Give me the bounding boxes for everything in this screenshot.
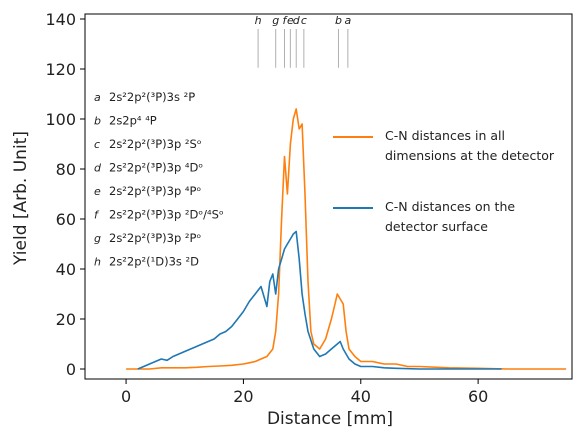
x-axis: 0 20 40 60 [121, 379, 488, 406]
marker-label-c: c [301, 14, 307, 27]
y-tick-label: 120 [45, 60, 76, 79]
legend-entry-blue: C-N distances on the detector surface [333, 199, 515, 234]
state-item-h: h 2s²2p²(¹D)3s ²D [94, 255, 199, 269]
legend-label-line2: dimensions at the detector [385, 148, 555, 163]
state-list: a 2s²2p²(³P)3s ²P b 2s2p⁴ ⁴P c 2s²2p²(³P)3p ²… [94, 90, 224, 269]
marker-label-d: d [293, 14, 301, 27]
legend-entry-orange: C-N distances in all dimensions at the de… [333, 128, 555, 163]
y-tick-label: 100 [45, 110, 76, 129]
state-item-a: a 2s²2p²(³P)3s ²P [94, 90, 195, 104]
state-label: 2s²2p²(³P)3p ²Dᵒ/⁴Sᵒ [109, 208, 224, 222]
x-axis-label: Distance [mm] [267, 409, 393, 429]
legend-label-line1: C-N distances on the [385, 199, 515, 214]
marker-label-f: f [283, 14, 289, 27]
y-axis-label: Yield [Arb. Unit] [11, 131, 31, 266]
state-item-d: d 2s²2p²(³P)3p ⁴Dᵒ [94, 161, 203, 175]
state-label: 2s²2p²(³P)3p ²Sᵒ [109, 137, 202, 151]
state-label: 2s²2p²(³P)3p ⁴Pᵒ [109, 184, 201, 198]
legend-label-line1: C-N distances in all [385, 128, 505, 143]
y-tick-label: 20 [56, 310, 76, 329]
state-letter: b [94, 115, 101, 128]
state-item-e: e 2s²2p²(³P)3p ⁴Pᵒ [94, 184, 201, 198]
state-label: 2s2p⁴ ⁴P [109, 114, 157, 128]
legend-label-line2: detector surface [385, 219, 488, 234]
marker-label-e: e [287, 14, 294, 27]
state-item-f: f 2s²2p²(³P)3p ²Dᵒ/⁴Sᵒ [94, 208, 224, 222]
state-letter: c [94, 138, 100, 151]
state-item-b: b 2s2p⁴ ⁴P [94, 114, 157, 128]
state-letter: a [94, 91, 101, 104]
x-tick-label: 20 [233, 387, 253, 406]
series-line-orange [126, 108, 567, 370]
state-letter: g [94, 232, 101, 245]
state-label: 2s²2p²(³P)3p ⁴Dᵒ [109, 161, 203, 175]
y-tick-label: 80 [56, 160, 76, 179]
y-tick-label: 40 [56, 260, 76, 279]
x-tick-label: 40 [351, 387, 371, 406]
y-axis: 0 20 40 60 80 100 120 140 [45, 10, 85, 379]
state-label: 2s²2p²(³P)3p ²Pᵒ [109, 231, 201, 245]
series-line-blue [137, 230, 502, 370]
series-layer [126, 108, 567, 370]
state-letter: h [94, 256, 101, 269]
state-item-g: g 2s²2p²(³P)3p ²Pᵒ [94, 231, 201, 245]
marker-label-h: h [255, 14, 262, 27]
transition-markers: h g f ed c b a [255, 14, 351, 68]
state-label: 2s²2p²(¹D)3s ²D [109, 255, 199, 269]
y-tick-label: 60 [56, 210, 76, 229]
y-tick-label: 140 [45, 10, 76, 29]
legend: C-N distances in all dimensions at the de… [333, 128, 555, 234]
y-tick-label: 0 [66, 360, 76, 379]
marker-label-a: a [344, 14, 351, 27]
marker-label-g: g [272, 14, 279, 27]
marker-label-b: b [335, 14, 342, 27]
state-letter: d [94, 162, 102, 175]
plot-frame [84, 13, 573, 380]
state-letter: e [94, 185, 101, 198]
x-tick-label: 60 [468, 387, 488, 406]
x-tick-label: 0 [121, 387, 131, 406]
state-label: 2s²2p²(³P)3s ²P [109, 90, 195, 104]
state-letter: f [94, 209, 100, 222]
state-item-c: c 2s²2p²(³P)3p ²Sᵒ [94, 137, 202, 151]
